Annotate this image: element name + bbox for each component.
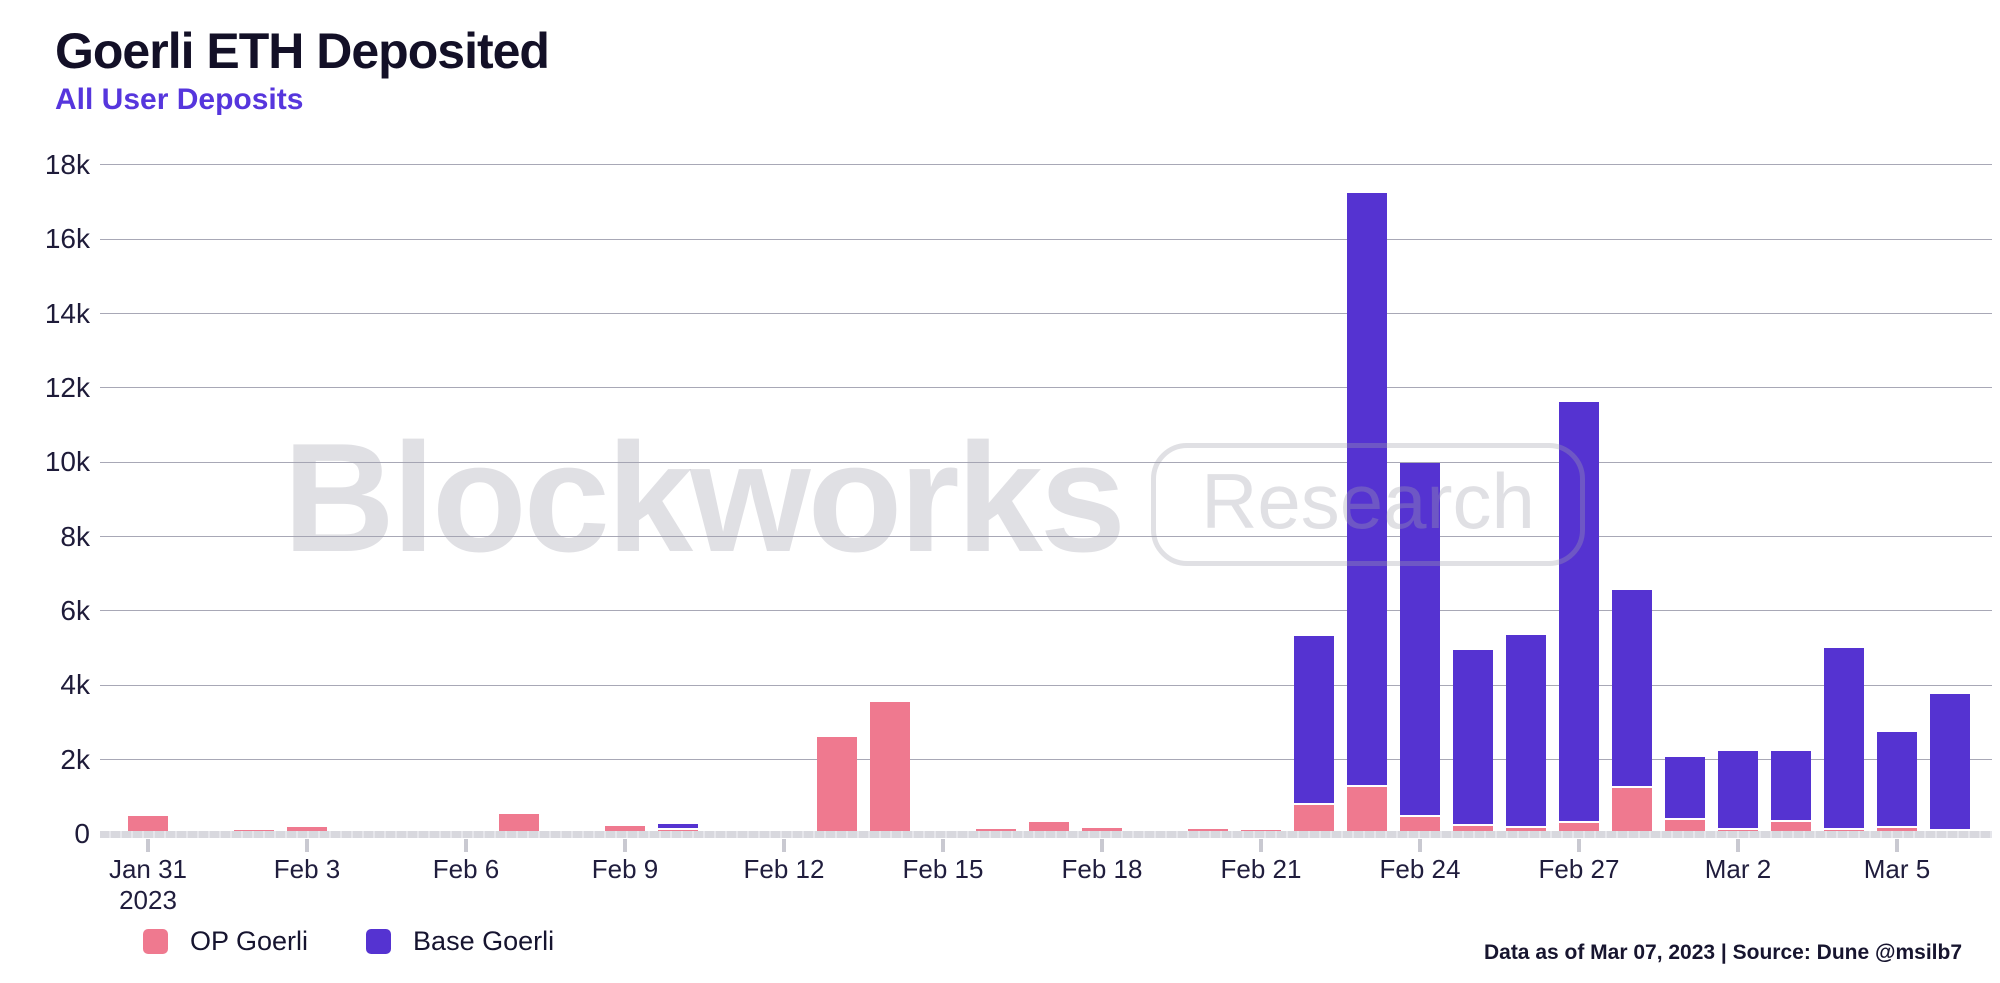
x-tick-label-feb-21: Feb 21 [1220, 854, 1302, 884]
bar-op-goerli-feb-13[interactable] [817, 736, 857, 834]
bar-op-goerli-feb-9[interactable] [605, 826, 645, 834]
x-tick-feb-15 [941, 839, 945, 852]
bar-op-goerli-feb-27[interactable] [1559, 822, 1599, 834]
bar-op-goerli-mar-1[interactable] [1665, 820, 1705, 834]
footer-source-text: Data as of Mar 07, 2023 | Source: Dune @… [1483, 941, 1962, 964]
bar-op-goerli-feb-28[interactable] [1612, 788, 1652, 834]
bar-op-goerli-feb-22[interactable] [1294, 805, 1334, 834]
x-tick-label-feb-12: Feb 12 [743, 854, 825, 884]
bar-base-goerli-mar-6[interactable] [1930, 693, 1970, 830]
x-tick-label-feb-9: Feb 9 [591, 854, 659, 884]
x-tick-label-mar-5: Mar 5 [1863, 854, 1931, 884]
bar-base-goerli-feb-28[interactable] [1612, 589, 1652, 787]
x-tick-feb-3 [305, 839, 309, 852]
legend-label-op-goerli: OP Goerli [190, 926, 309, 956]
y-gridline-2k [100, 759, 1992, 761]
op-goerli-swatch [143, 929, 168, 954]
x-tick-label-feb-18: Feb 18 [1061, 854, 1143, 884]
x-tick-label-jan-31: Jan 31 2023 [108, 854, 188, 915]
bar-op-goerli-mar-3[interactable] [1771, 822, 1811, 834]
y-gridline-4k [100, 684, 1992, 686]
y-gridline-12k [100, 387, 1992, 389]
x-tick-feb-12 [782, 839, 786, 852]
bar-op-goerli-feb-14[interactable] [870, 701, 910, 834]
bar-base-goerli-feb-26[interactable] [1506, 634, 1546, 826]
base-goerli-swatch [366, 929, 392, 954]
bar-base-goerli-mar-1[interactable] [1665, 756, 1705, 819]
x-tick-label-feb-15: Feb 15 [902, 854, 984, 884]
legend: OP Goerli Base Goerli [143, 926, 554, 957]
y-tick-label-16k: 16k [44, 223, 90, 255]
bar-base-goerli-feb-25[interactable] [1453, 649, 1493, 824]
y-tick-label-10k: 10k [44, 446, 90, 478]
y-tick-label-18k: 18k [44, 148, 90, 180]
legend-item-base-goerli[interactable]: Base Goerli [366, 926, 554, 957]
x-tick-feb-24 [1418, 839, 1422, 852]
bar-op-goerli-feb-17[interactable] [1029, 821, 1069, 834]
x-tick-label-feb-24: Feb 24 [1379, 854, 1461, 884]
x-tick-label-feb-3: Feb 3 [273, 854, 341, 884]
y-tick-label-12k: 12k [44, 371, 90, 403]
y-gridline-14k [100, 313, 1992, 315]
bar-op-goerli-feb-24[interactable] [1400, 817, 1440, 834]
x-tick-feb-6 [464, 839, 468, 852]
bar-op-goerli-feb-23[interactable] [1347, 786, 1387, 834]
bar-base-goerli-feb-24[interactable] [1400, 462, 1440, 816]
bar-base-goerli-mar-2[interactable] [1718, 751, 1758, 829]
bar-base-goerli-mar-4[interactable] [1824, 648, 1864, 828]
blockworks-logo-text: Blockworks [283, 410, 1126, 584]
page-subtitle: All User Deposits [55, 83, 304, 116]
bar-base-goerli-feb-23[interactable] [1347, 193, 1387, 785]
x-axis-baseline [100, 831, 1992, 838]
y-tick-label-6k: 6k [60, 594, 90, 626]
legend-label-base-goerli: Base Goerli [413, 926, 555, 956]
x-tick-label-feb-6: Feb 6 [432, 854, 500, 884]
x-tick-label-mar-2: Mar 2 [1704, 854, 1772, 884]
x-tick-mar-2 [1736, 839, 1740, 852]
x-tick-feb-9 [623, 839, 627, 852]
bar-op-goerli-jan-31[interactable] [128, 816, 168, 834]
bar-base-goerli-feb-22[interactable] [1294, 636, 1334, 803]
x-tick-mar-5 [1895, 839, 1899, 852]
y-tick-label-14k: 14k [44, 297, 90, 329]
bar-base-goerli-mar-5[interactable] [1877, 732, 1917, 827]
bar-base-goerli-mar-3[interactable] [1771, 750, 1811, 821]
bar-op-goerli-feb-25[interactable] [1453, 825, 1493, 834]
y-gridline-18k [100, 164, 1992, 166]
legend-item-op-goerli[interactable]: OP Goerli [143, 926, 308, 957]
blockworks-watermark: Blockworks Research [283, 412, 1585, 582]
y-tick-label-2k: 2k [60, 743, 90, 775]
bar-op-goerli-feb-3[interactable] [287, 826, 327, 834]
bar-op-goerli-feb-26[interactable] [1506, 827, 1546, 834]
y-tick-label-0: 0 [74, 818, 90, 849]
bar-base-goerli-feb-27[interactable] [1559, 402, 1599, 821]
y-gridline-16k [100, 238, 1992, 240]
y-tick-label-8k: 8k [60, 520, 90, 552]
y-tick-label-4k: 4k [60, 669, 90, 701]
x-tick-feb-27 [1577, 839, 1581, 852]
x-tick-feb-18 [1100, 839, 1104, 852]
page-title: Goerli ETH Deposited [55, 23, 550, 79]
bar-base-goerli-feb-10[interactable] [658, 823, 698, 829]
y-gridline-10k [100, 461, 1992, 463]
x-tick-label-feb-27: Feb 27 [1538, 854, 1620, 884]
x-tick-jan-31 [146, 839, 150, 852]
y-gridline-8k [100, 536, 1992, 538]
y-gridline-6k [100, 610, 1992, 612]
bar-op-goerli-feb-7[interactable] [499, 813, 539, 834]
x-tick-feb-21 [1259, 839, 1263, 852]
